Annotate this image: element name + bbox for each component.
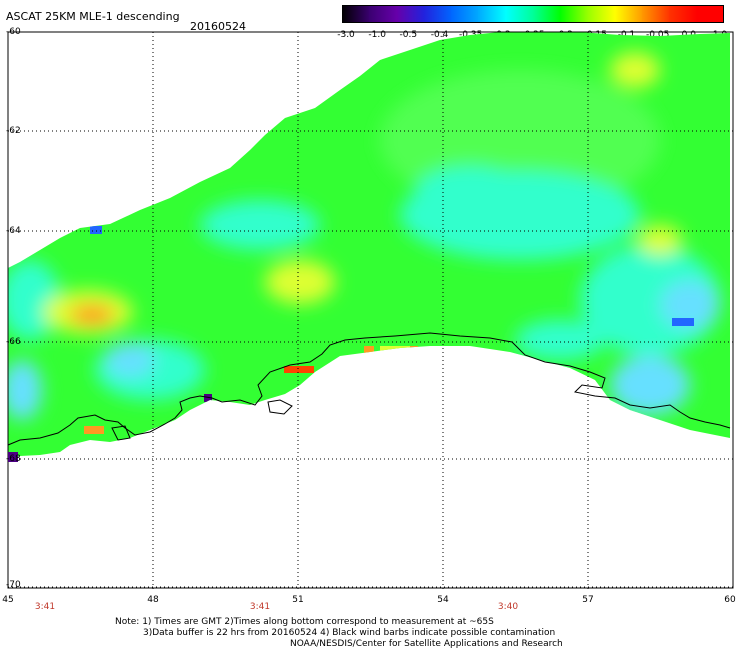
colorbar-segment bbox=[533, 5, 561, 23]
note-line-1: Note: 1) Times are GMT 2)Times along bot… bbox=[115, 617, 494, 627]
colorbar-segment bbox=[505, 5, 534, 23]
colorbar-segment bbox=[342, 5, 370, 23]
blue-patch-far-west bbox=[8, 360, 42, 420]
colorbar-tick-label: -0.4 bbox=[430, 30, 449, 40]
yellow-pixels-coast bbox=[380, 346, 410, 354]
lat-label-66: -66 bbox=[6, 337, 21, 347]
map-date: 20160524 bbox=[190, 20, 246, 33]
lon-label-57: 57 bbox=[582, 595, 594, 605]
lat-label-62: -62 bbox=[6, 126, 21, 136]
lon-label-48: 48 bbox=[147, 595, 159, 605]
blue-patch-east bbox=[660, 280, 720, 330]
colorbar-tick-label: -3.0 bbox=[337, 30, 355, 40]
lat-label-70: -70 bbox=[6, 580, 21, 590]
lat-label-60: -60 bbox=[6, 27, 21, 37]
orange-pixel-coast bbox=[364, 346, 374, 354]
colorbar-segment bbox=[669, 5, 698, 23]
colorbar-frame bbox=[342, 5, 724, 23]
colorbar-segment bbox=[369, 5, 398, 23]
time-label-2: 3:41 bbox=[249, 602, 271, 612]
note-line-3: NOAA/NESDIS/Center for Satellite Applica… bbox=[290, 639, 563, 649]
colorbar-segment bbox=[696, 5, 725, 23]
colorbar-segment bbox=[423, 5, 452, 23]
lon-label-45: 45 bbox=[2, 595, 14, 605]
purple-pixel-coast bbox=[204, 394, 212, 402]
blue-patch-southeast bbox=[610, 355, 690, 415]
orange-pixel-coast-2 bbox=[410, 346, 418, 354]
blue-pixel-north-west bbox=[90, 226, 102, 234]
red-pixels-coast bbox=[284, 366, 314, 373]
blue-pixels-east bbox=[672, 318, 694, 326]
coastline bbox=[7, 332, 731, 446]
colorbar-tick-label: -1.0 bbox=[368, 30, 386, 40]
colorbar-tick-label: -0.1 bbox=[617, 30, 636, 40]
coastline-inlet bbox=[111, 425, 131, 441]
note-line-2: 3)Data buffer is 22 hrs from 20160524 4)… bbox=[143, 628, 556, 638]
colorbar-segment bbox=[614, 5, 643, 23]
lat-label-64: -64 bbox=[6, 226, 21, 236]
map-frame bbox=[7, 31, 734, 589]
lon-label-60: 60 bbox=[724, 595, 736, 605]
colorbar-segment bbox=[396, 5, 425, 23]
blue-patch-west bbox=[105, 342, 155, 378]
lon-label-54: 54 bbox=[437, 595, 449, 605]
colorbar-segment bbox=[451, 5, 479, 23]
cyan-patch-far-west bbox=[8, 260, 60, 340]
yellow-patch-east bbox=[638, 225, 682, 255]
colorbar-gradient bbox=[342, 5, 725, 23]
time-label-3: 3:40 bbox=[497, 602, 519, 612]
lat-label-68: -68 bbox=[6, 454, 21, 464]
cyan-patch-shelf bbox=[515, 320, 605, 360]
yellow-patch-north bbox=[610, 52, 660, 88]
colorbar-segment bbox=[587, 5, 616, 23]
colorbar-segment bbox=[478, 5, 507, 23]
orange-pixels-southwest bbox=[84, 426, 104, 434]
cyan-patch-mid bbox=[200, 200, 320, 250]
colorbar-tick-label: -0.05 bbox=[646, 30, 670, 40]
time-label-1: 3:41 bbox=[34, 602, 56, 612]
coastline-island bbox=[267, 399, 293, 415]
map-title: ASCAT 25KM MLE-1 descending bbox=[6, 10, 180, 23]
yellow-patch-mid bbox=[265, 260, 335, 304]
lon-label-51: 51 bbox=[292, 595, 304, 605]
purple-corner-pixel bbox=[8, 452, 18, 462]
orange-patch-west bbox=[70, 305, 114, 325]
colorbar-segment bbox=[642, 5, 670, 23]
cyan-patch-north bbox=[415, 165, 525, 215]
colorbar-segment bbox=[560, 5, 589, 23]
colorbar-tick-label: -0.5 bbox=[399, 30, 418, 40]
